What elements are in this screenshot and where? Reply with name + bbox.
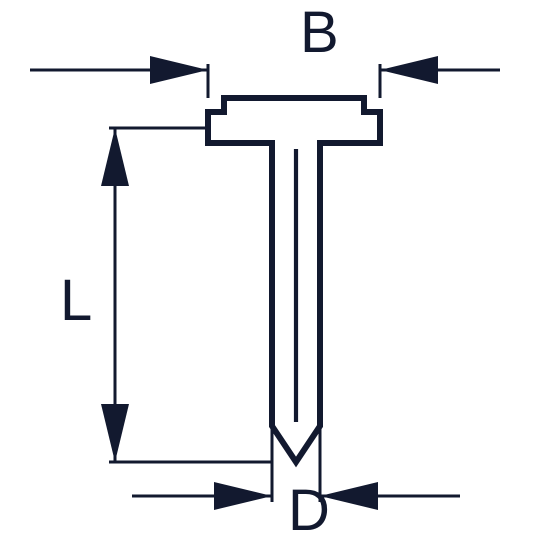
label-L: L	[60, 268, 92, 333]
label-B: B	[300, 0, 339, 65]
label-D: D	[288, 478, 330, 540]
nail-dimension-diagram: B L D	[0, 0, 540, 540]
